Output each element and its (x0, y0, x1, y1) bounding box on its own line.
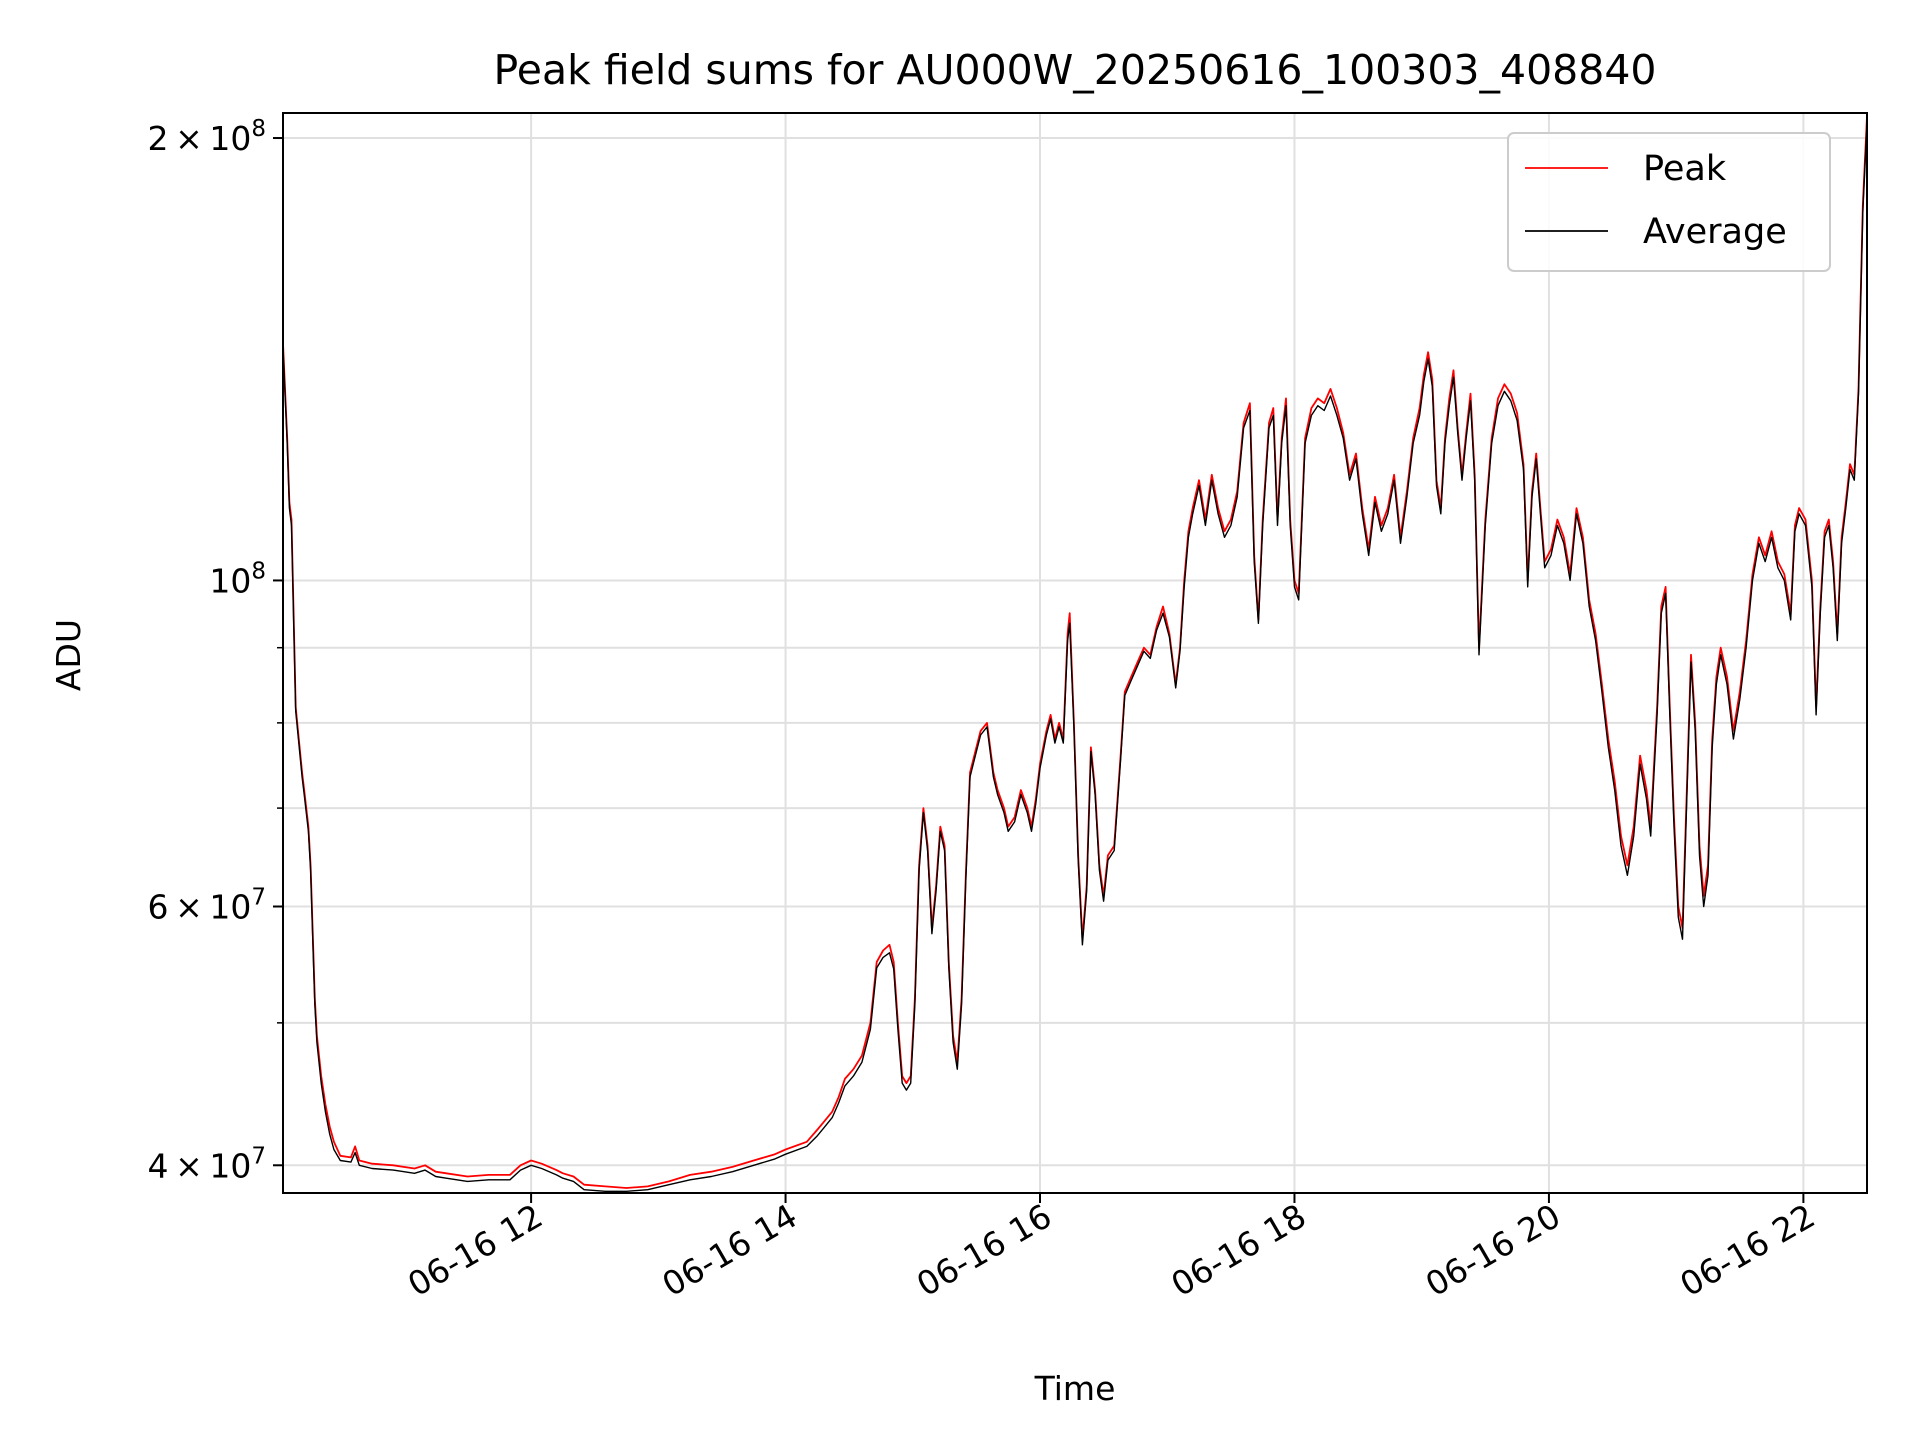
legend-label-average: Average (1643, 212, 1787, 252)
y-tick-label: 2 × 108 (148, 116, 266, 158)
y-tick-label: 4 × 107 (148, 1143, 266, 1185)
chart-title: Peak field sums for AU000W_20250616_1003… (493, 46, 1656, 94)
series-layer (283, 116, 1867, 1192)
y-axis-label: ADU (49, 619, 88, 691)
series-line-average (283, 122, 1867, 1192)
plot-frame (282, 112, 1868, 1194)
legend: Peak Average (1507, 132, 1831, 272)
y-tick-label: 6 × 107 (148, 884, 266, 926)
x-axis-label: Time (1034, 1369, 1116, 1408)
legend-label-peak: Peak (1643, 149, 1727, 189)
